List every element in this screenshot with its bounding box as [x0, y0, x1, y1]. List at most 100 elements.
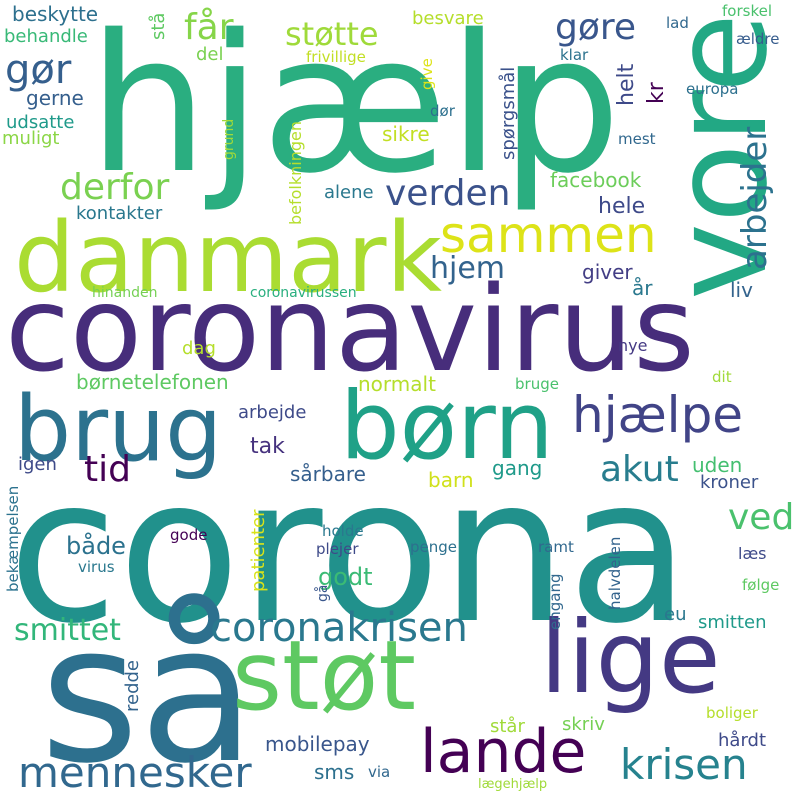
word-stoette: støtte — [285, 15, 379, 53]
word-eu: eu — [664, 604, 687, 625]
word-gang: gang — [492, 456, 543, 480]
word-smittet: smittet — [14, 613, 121, 648]
word-grund: grund — [221, 118, 237, 160]
word-baade: både — [66, 532, 126, 560]
word-give: give — [418, 58, 436, 90]
word-saa: så — [40, 584, 256, 800]
word-penge: penge — [410, 538, 458, 556]
word-arbejder: arbejder — [735, 126, 775, 270]
word-smitten: smitten — [698, 612, 767, 633]
word-hele: hele — [598, 194, 646, 219]
word-besvare: besvare — [412, 8, 484, 29]
word-mennesker: mennesker — [18, 748, 252, 797]
word-gerne: gerne — [26, 86, 84, 110]
word-corona: corona — [8, 435, 690, 668]
word-tid: tid — [84, 449, 131, 490]
word-beskytte: beskytte — [12, 2, 99, 26]
word-dit: dit — [712, 368, 732, 386]
word-barn: barn — [428, 468, 474, 492]
word-forskel: forskel — [722, 2, 772, 20]
word-coronavirus: coronavirus — [5, 260, 695, 398]
word-coronakrisen: coronakrisen — [210, 605, 468, 651]
word-behandle: behandle — [4, 26, 88, 47]
word-danmark: danmark — [14, 202, 443, 314]
word-goer: gør — [5, 47, 72, 93]
word-goere: gøre — [555, 7, 637, 48]
word-hjem: hjem — [430, 251, 506, 286]
word-kroner: kroner — [700, 472, 759, 493]
word-lande: lande — [420, 717, 587, 787]
word-engang: engang — [546, 573, 564, 630]
word-derfor: derfor — [60, 167, 170, 208]
word-sikre: sikre — [382, 122, 430, 146]
word-patienter: patienter — [248, 509, 269, 592]
word-boernetelefonen: børnetelefonen — [76, 370, 229, 394]
word-dag: dag — [182, 338, 216, 359]
word-krisen: krisen — [620, 740, 748, 789]
word-aar: år — [632, 276, 653, 300]
word-plejer: plejer — [316, 540, 359, 558]
word-alene: alene — [324, 182, 374, 203]
word-aeldre: ældre — [736, 30, 780, 48]
word-europa: europa — [686, 80, 739, 98]
word-befolkningen: befolkningen — [286, 121, 305, 225]
word-laegehjaelp: lægehjælp — [478, 777, 548, 792]
word-giver: giver — [582, 260, 633, 284]
word-stoet: støt — [232, 620, 417, 732]
word-gode: gode — [170, 526, 208, 544]
word-doer: dør — [430, 102, 455, 120]
word-foelge: følge — [742, 576, 780, 594]
word-ramt: ramt — [538, 538, 574, 556]
word-bekaempelsen: bekæmpelsen — [4, 485, 22, 592]
word-lige: lige — [540, 599, 721, 716]
word-godt: godt — [318, 563, 373, 591]
word-facebook: facebook — [550, 168, 642, 192]
word-uden: uden — [692, 453, 743, 477]
word-gaa: gå — [315, 584, 331, 602]
word-nye: nye — [618, 336, 648, 355]
word-staar: står — [490, 716, 525, 737]
word-del: del — [196, 44, 224, 65]
word-klar: klar — [560, 46, 589, 64]
word-saarbare: sårbare — [290, 462, 366, 486]
word-skriv: skriv — [562, 714, 605, 735]
word-holde: holde — [322, 522, 364, 540]
word-akut: akut — [600, 449, 679, 490]
word-mobilepay: mobilepay — [265, 732, 370, 756]
word-lad: lad — [666, 14, 689, 32]
word-boliger: boliger — [706, 704, 758, 722]
word-muligt: muligt — [2, 128, 60, 149]
word-boern: børn — [340, 372, 554, 481]
word-hjaelp: hjælp — [88, 0, 622, 215]
word-tak: tak — [250, 434, 285, 459]
word-spoergsmaal: spørgsmål — [498, 66, 519, 160]
word-redde: redde — [122, 659, 143, 712]
word-ved: ved — [728, 497, 795, 538]
word-hjaelpe: hjælpe — [572, 386, 744, 444]
word-coronavirussen: coronavirussen — [250, 285, 357, 301]
word-bruge: bruge — [515, 375, 559, 393]
word-laes: læs — [738, 544, 767, 563]
word-via: via — [368, 763, 391, 781]
word-kr: kr — [644, 82, 669, 104]
word-liv: liv — [730, 278, 753, 302]
word-igen: igen — [18, 454, 57, 475]
word-sammen: sammen — [440, 206, 657, 264]
word-normalt: normalt — [358, 372, 436, 396]
word-kontakter: kontakter — [76, 203, 163, 224]
word-mest: mest — [618, 130, 656, 148]
word-brug: brug — [14, 377, 223, 482]
word-udsatte: udsatte — [6, 112, 75, 133]
word-verden: verden — [385, 173, 511, 214]
word-haardt: hårdt — [718, 730, 767, 751]
word-arbejde: arbejde — [238, 402, 307, 423]
word-staa: stå — [148, 12, 169, 40]
word-halvdelen: halvdelen — [606, 536, 624, 610]
word-virus: virus — [78, 558, 115, 576]
word-frivillige: frivillige — [306, 48, 366, 66]
word-sms: sms — [314, 760, 355, 784]
word-helt: helt — [614, 63, 639, 106]
word-faar: får — [184, 7, 234, 48]
word-hinanden: hinanden — [92, 285, 158, 301]
